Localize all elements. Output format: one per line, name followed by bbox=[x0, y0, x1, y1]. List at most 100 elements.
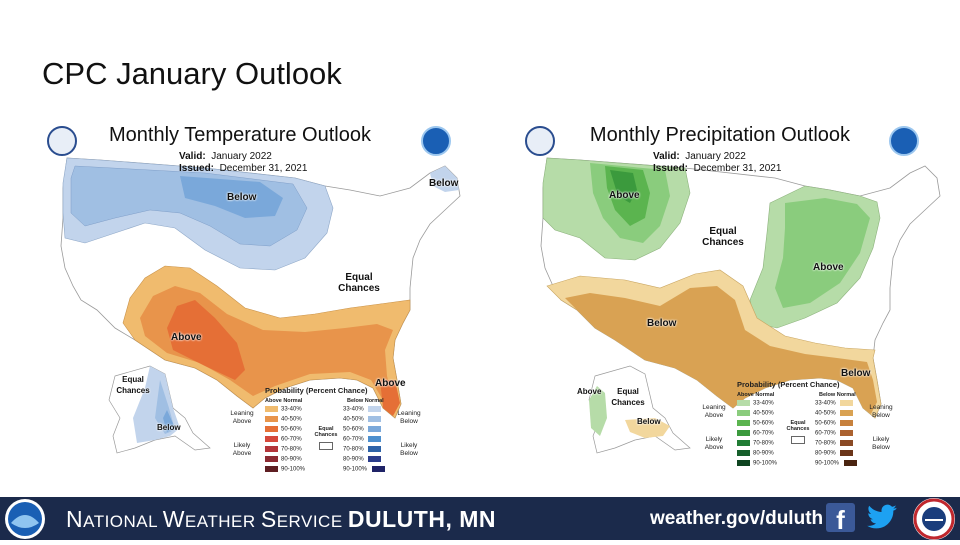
legend-left-row: 50-60% bbox=[265, 426, 302, 433]
label-above-east: Above bbox=[813, 262, 844, 273]
legend-range: 33-40% bbox=[753, 400, 774, 407]
legend-right-header: Below Normal bbox=[347, 398, 384, 404]
legend-swatch bbox=[840, 430, 854, 436]
label-ak-above: Above bbox=[577, 387, 602, 396]
legend-left-row: 40-50% bbox=[265, 416, 302, 423]
noaa-logo-icon bbox=[889, 126, 919, 156]
office-name: DULUTH, MN bbox=[347, 506, 496, 532]
issued-value: December 31, 2021 bbox=[693, 163, 782, 174]
legend-range: 40-50% bbox=[753, 410, 774, 417]
commerce-seal-icon bbox=[47, 126, 77, 156]
legend-right-row: 90-100% bbox=[815, 460, 860, 467]
wrn-logo-graphic bbox=[913, 498, 955, 540]
nws-text-n: N bbox=[66, 506, 84, 532]
legend-left-header: Above Normal bbox=[737, 392, 775, 398]
legend-swatch bbox=[371, 466, 385, 472]
valid-label: Valid: bbox=[179, 151, 206, 162]
legend-range: 90-100% bbox=[343, 466, 368, 473]
legend-swatch bbox=[265, 436, 278, 442]
legend-right-row: 70-80% bbox=[815, 440, 856, 447]
legend-leaning-left: Leaning Above bbox=[702, 404, 726, 419]
valid-value: January 2022 bbox=[685, 151, 746, 162]
legend-swatch bbox=[368, 416, 382, 422]
noaa-logo-icon bbox=[5, 499, 45, 539]
legend-range: 90-100% bbox=[815, 460, 840, 467]
label-above-fl: Above bbox=[375, 378, 406, 389]
label-below-south: Below bbox=[647, 318, 677, 329]
legend-range: 80-90% bbox=[281, 456, 302, 463]
above-50-region bbox=[167, 300, 245, 380]
legend-likely-left: Likely Above bbox=[704, 436, 724, 451]
legend-right-row: 50-60% bbox=[343, 426, 384, 433]
label-equal-chances: Equal Chances bbox=[338, 272, 380, 294]
legend-left-row: 90-100% bbox=[737, 460, 777, 467]
noaa-logo-graphic bbox=[8, 502, 42, 536]
legend-title: Probability (Percent Chance) bbox=[737, 380, 840, 389]
legend-right-row: 80-90% bbox=[815, 450, 856, 457]
legend-left-row: 33-40% bbox=[265, 406, 302, 413]
issued-value: December 31, 2021 bbox=[219, 163, 308, 174]
temperature-title: Monthly Temperature Outlook bbox=[109, 124, 371, 146]
legend-range: 80-90% bbox=[753, 450, 774, 457]
legend-range: 70-80% bbox=[281, 446, 302, 453]
legend-right-header: Below Normal bbox=[819, 392, 856, 398]
legend-range: 90-100% bbox=[281, 466, 306, 473]
legend-range: 40-50% bbox=[815, 410, 836, 417]
legend-range: 60-70% bbox=[343, 436, 364, 443]
legend-likely-left: Likely Above bbox=[232, 442, 252, 457]
precipitation-map bbox=[540, 157, 941, 454]
legend-right-row: 80-90% bbox=[343, 456, 384, 463]
twitter-bird bbox=[867, 504, 897, 529]
nws-office-name: NATIONAL WEATHER SERVICE DULUTH, MN bbox=[66, 506, 496, 533]
legend-range: 90-100% bbox=[753, 460, 778, 467]
label-ak-below: Below bbox=[157, 423, 181, 432]
legend-swatch bbox=[265, 446, 278, 452]
nws-text-ational: ATIONAL bbox=[83, 512, 163, 531]
legend-equal-swatch bbox=[791, 436, 805, 444]
legend-range: 40-50% bbox=[281, 416, 302, 423]
legend-range: 33-40% bbox=[343, 406, 364, 413]
label-above-nw: Above bbox=[609, 190, 640, 201]
legend-right-row: 60-70% bbox=[815, 430, 856, 437]
footer-bar: NATIONAL WEATHER SERVICE DULUTH, MN weat… bbox=[0, 497, 960, 540]
precipitation-title: Monthly Precipitation Outlook bbox=[589, 124, 851, 146]
issued-label: Issued: bbox=[653, 163, 689, 174]
label-below-fl: Below bbox=[841, 368, 871, 379]
legend-swatch bbox=[737, 410, 750, 416]
below-50-region bbox=[180, 176, 283, 218]
slide-title: CPC January Outlook bbox=[42, 56, 342, 91]
legend-swatch bbox=[265, 426, 278, 432]
nws-text-w: W bbox=[162, 506, 185, 532]
facebook-icon[interactable]: f bbox=[826, 503, 855, 535]
legend-swatch bbox=[368, 436, 382, 442]
label-ak-equal: Equal Chances bbox=[116, 375, 150, 395]
legend-left-row: 60-70% bbox=[265, 436, 302, 443]
legend-range: 33-40% bbox=[281, 406, 302, 413]
legend-range: 60-70% bbox=[815, 430, 836, 437]
legend-swatch bbox=[737, 420, 750, 426]
legend-swatch bbox=[368, 406, 382, 412]
issued-label: Issued: bbox=[179, 163, 215, 174]
legend-swatch bbox=[265, 406, 278, 412]
legend-left-row: 80-90% bbox=[265, 456, 302, 463]
legend-swatch bbox=[840, 400, 854, 406]
legend-right-row: 40-50% bbox=[343, 416, 384, 423]
alaska-above-region bbox=[589, 386, 607, 436]
legend-title: Probability (Percent Chance) bbox=[265, 386, 368, 395]
precipitation-valid-issued: Valid: January 2022 Issued: December 31,… bbox=[653, 151, 781, 175]
legend-equal-chances: Equal Chances bbox=[786, 420, 810, 432]
legend-right-row: 90-100% bbox=[343, 466, 388, 473]
legend-right-row: 33-40% bbox=[343, 406, 384, 413]
valid-label: Valid: bbox=[653, 151, 680, 162]
legend-left-row: 90-100% bbox=[265, 466, 305, 473]
legend-range: 60-70% bbox=[281, 436, 302, 443]
precipitation-outlook-panel: Monthly Precipitation Outlook Valid: Jan… bbox=[485, 118, 955, 490]
website-url[interactable]: weather.gov/duluth bbox=[650, 508, 824, 529]
legend-right-row: 33-40% bbox=[815, 400, 856, 407]
weather-ready-nation-icon bbox=[913, 498, 955, 540]
twitter-icon[interactable] bbox=[866, 504, 898, 532]
legend-right-row: 50-60% bbox=[815, 420, 856, 427]
legend-leaning-right: Leaning Below bbox=[397, 410, 421, 425]
legend-swatch bbox=[840, 410, 854, 416]
legend-swatch bbox=[840, 450, 854, 456]
